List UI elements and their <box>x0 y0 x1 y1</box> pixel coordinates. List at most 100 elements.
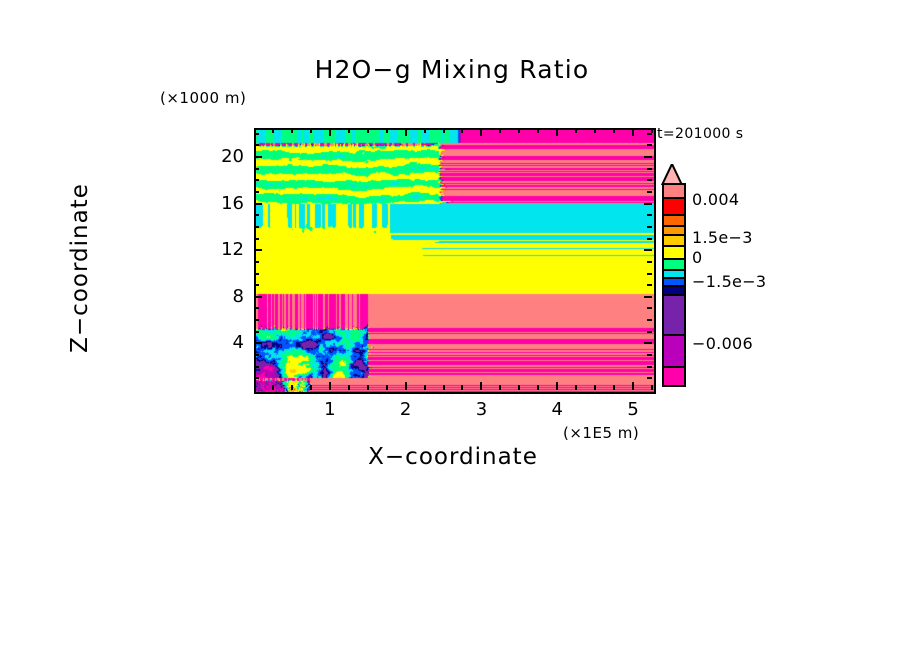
x-tick <box>594 385 596 390</box>
colorbar-band <box>664 216 684 227</box>
x-tick <box>613 385 615 390</box>
x-tick-top <box>537 128 539 133</box>
y-tick-right <box>647 133 652 135</box>
y-tick <box>254 273 259 275</box>
x-tick-top <box>499 128 501 133</box>
y-tick <box>254 249 262 251</box>
y-tick <box>254 296 262 298</box>
x-tick-top <box>348 128 350 133</box>
y-tick-right <box>647 307 652 309</box>
colorbar-band <box>664 199 684 216</box>
colorbar-band <box>664 296 684 336</box>
colorbar-band <box>664 368 684 385</box>
y-tick-right <box>647 179 652 181</box>
x-tick-top <box>461 128 463 133</box>
x-tick <box>461 385 463 390</box>
y-tick <box>254 168 259 170</box>
y-tick-right <box>647 377 652 379</box>
x-tick-top <box>272 128 274 133</box>
y-tick <box>254 342 262 344</box>
y-tick-right <box>644 203 652 205</box>
y-tick-right <box>647 226 652 228</box>
y-tick <box>254 226 259 228</box>
y-tick-right <box>647 261 652 263</box>
x-tick-top <box>518 128 520 133</box>
x-tick-top <box>613 128 615 133</box>
colorbar-band <box>664 227 684 236</box>
x-tick-label: 5 <box>627 399 639 420</box>
y-tick-right <box>644 296 652 298</box>
y-tick <box>254 366 259 368</box>
x-tick <box>651 385 653 390</box>
y-tick-right <box>647 191 652 193</box>
y-tick-right <box>647 238 652 240</box>
x-tick <box>405 382 407 390</box>
x-tick-label: 2 <box>399 399 412 420</box>
x-tick <box>537 385 539 390</box>
x-tick <box>480 382 482 390</box>
colorbar-band <box>664 236 684 247</box>
y-tick <box>254 144 259 146</box>
colorbar-tick-label: 0.004 <box>692 190 740 209</box>
y-tick-label: 16 <box>221 192 244 214</box>
x-tick <box>386 385 388 390</box>
x-tick <box>348 385 350 390</box>
time-annotation: t=201000 s <box>657 126 744 142</box>
y-tick-right <box>647 319 652 321</box>
x-tick-top <box>310 128 312 133</box>
y-tick-right <box>647 366 652 368</box>
colorbar-arrow-icon <box>661 164 683 185</box>
colorbar-tick-label: 0 <box>692 248 703 267</box>
y-tick-right <box>644 249 652 251</box>
y-axis-title: Z−coordinate <box>67 183 93 353</box>
y-tick-right <box>644 156 652 158</box>
page-title: H2O−g Mixing Ratio <box>0 55 904 84</box>
y-tick <box>254 331 259 333</box>
colorbar-band <box>664 287 684 296</box>
y-tick-right <box>647 144 652 146</box>
x-tick <box>329 382 331 390</box>
x-tick <box>518 385 520 390</box>
chart-title-text: H2O−g Mixing Ratio <box>314 55 590 84</box>
y-tick-right <box>647 273 652 275</box>
x-tick-top <box>386 128 388 133</box>
colorbar-band <box>664 336 684 368</box>
colorbar <box>662 183 686 387</box>
x-tick <box>291 385 293 390</box>
x-tick <box>272 385 274 390</box>
colorbar-tick-label: −0.006 <box>692 334 754 353</box>
y-axis-unit-label: (×1000 m) <box>160 89 247 107</box>
x-tick-top <box>367 128 369 133</box>
colorbar-band <box>664 271 684 279</box>
y-tick-right <box>647 354 652 356</box>
x-tick <box>499 385 501 390</box>
x-tick-top <box>291 128 293 133</box>
y-tick-label: 12 <box>221 239 244 261</box>
x-tick-top <box>405 128 407 136</box>
x-tick <box>556 382 558 390</box>
y-tick-label: 4 <box>232 332 244 354</box>
y-tick <box>254 156 262 158</box>
y-tick-label: 8 <box>232 285 244 307</box>
x-axis-unit-label: (×1E5 m) <box>563 424 640 442</box>
y-tick <box>254 284 259 286</box>
x-tick <box>575 385 577 390</box>
x-tick-top <box>632 128 634 136</box>
colorbar-band <box>664 247 684 260</box>
colorbar-band <box>664 185 684 199</box>
y-tick <box>254 354 259 356</box>
x-axis-title: X−coordinate <box>368 444 538 470</box>
x-tick-top <box>575 128 577 133</box>
x-tick-label: 4 <box>551 399 563 420</box>
x-tick-top <box>556 128 558 136</box>
x-tick <box>367 385 369 390</box>
contour-field-canvas <box>256 130 654 392</box>
y-tick <box>254 179 259 181</box>
x-tick-top <box>424 128 426 133</box>
y-tick <box>254 191 259 193</box>
y-tick <box>254 377 259 379</box>
y-tick-right <box>644 342 652 344</box>
y-tick <box>254 319 259 321</box>
x-tick <box>310 385 312 390</box>
